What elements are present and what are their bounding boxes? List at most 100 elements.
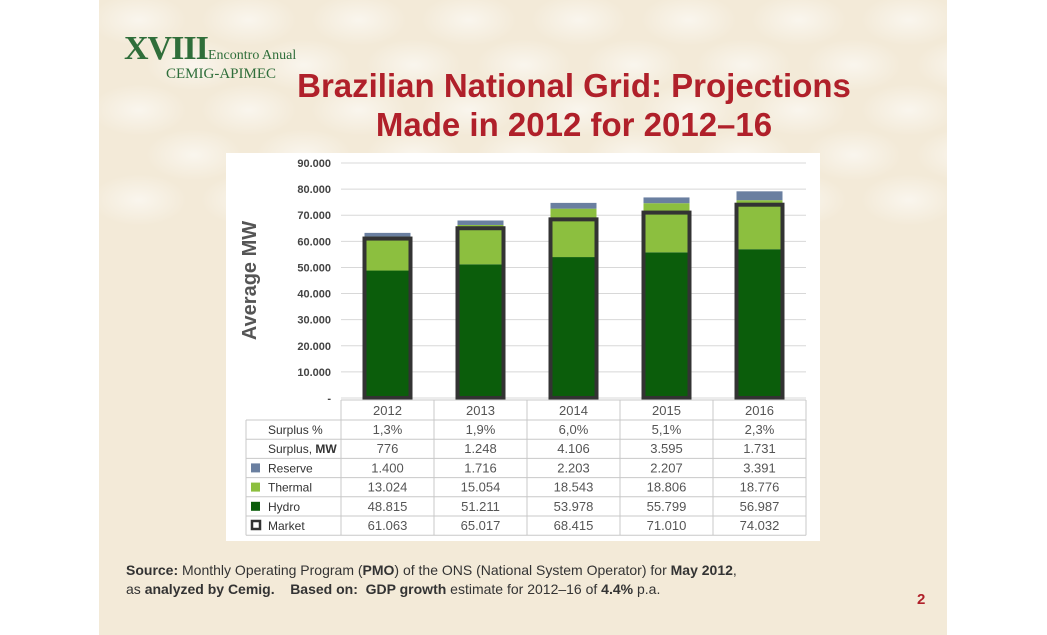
bar-thermal-2015	[643, 203, 690, 253]
table-cell: 74.032	[740, 518, 780, 533]
background-blob	[421, 84, 517, 136]
table-row-label-text: Surplus,	[268, 442, 315, 456]
legend-key-reserve	[251, 463, 260, 473]
legend-key-thermal	[251, 482, 260, 492]
title-line-1: Brazilian National Grid: Projections	[297, 67, 851, 104]
bar-thermal-2014	[550, 208, 597, 258]
background-blob	[146, 129, 242, 181]
bar-hydro-2013	[457, 264, 504, 398]
y-tick-label: 60.000	[297, 236, 331, 248]
page-number: 2	[917, 591, 926, 608]
background-blob	[311, 84, 407, 136]
background-blob	[861, 174, 947, 226]
background-blob	[916, 40, 947, 90]
bar-thermal-2016	[736, 200, 783, 250]
table-row-label: Surplus %	[268, 423, 323, 437]
source-text-5: estimate for 2012–16 of	[446, 581, 602, 597]
table-cell: 1.248	[464, 441, 497, 456]
table-cell: 2.203	[557, 460, 590, 475]
background-blob	[99, 174, 187, 226]
legend-key-market	[250, 519, 262, 531]
background-blob	[696, 39, 792, 91]
bar-market-outline-2015	[641, 210, 692, 400]
table-cell: 3.595	[650, 441, 683, 456]
source-line-1: Source: Monthly Operating Program (PMO) …	[126, 561, 737, 580]
chart-panel: - 10.000 20.000 30.000 40.000 50.000 60.000 70.…	[226, 153, 820, 541]
source-note: Source: Monthly Operating Program (PMO) …	[126, 561, 737, 599]
title-line-2: Made in 2012 for 2012–16	[375, 106, 773, 143]
background-blob	[586, 39, 682, 91]
table-cell: 56.987	[740, 499, 780, 514]
y-tick-label: 40.000	[297, 289, 331, 301]
y-tick-label: 10.000	[297, 367, 331, 379]
table-cell: 1.400	[371, 460, 404, 475]
bar-hydro-2012	[364, 270, 411, 398]
source-text-1: Monthly Operating Program (	[178, 562, 363, 578]
logo-organization: CEMIG-APIMEC	[166, 66, 277, 82]
background-blob	[861, 0, 947, 46]
x-category-label: 2015	[652, 403, 681, 418]
table-cell: 4.106	[557, 441, 590, 456]
source-text-4: as	[126, 581, 145, 597]
source-text-2: ) of the ONS (National System Operator) …	[394, 562, 671, 578]
background-blob	[861, 84, 947, 136]
table-cell: 55.799	[647, 499, 687, 514]
gdp-growth-value: 4.4%	[601, 581, 634, 597]
y-tick-label: 90.000	[297, 158, 331, 170]
table-cell: 68.415	[554, 518, 594, 533]
based-on-label: Based on:	[290, 581, 358, 597]
table-cell: 6,0%	[559, 422, 589, 437]
table-cell: 2,3%	[745, 422, 775, 437]
y-tick-label: 30.000	[297, 315, 331, 327]
table-cell: 48.815	[368, 499, 408, 514]
background-blob	[256, 39, 352, 91]
x-category-label: 2016	[745, 403, 774, 418]
table-row-label: Reserve	[268, 461, 313, 475]
table-cell: 3.391	[743, 460, 776, 475]
y-tick-label: 50.000	[297, 262, 331, 274]
background-blob	[366, 39, 462, 91]
background-blob	[99, 0, 187, 46]
background-blob	[751, 84, 847, 136]
source-text-3: ,	[732, 562, 737, 578]
table-cell: 1.716	[464, 460, 497, 475]
bar-thermal-2012	[364, 236, 411, 271]
background-blob	[146, 39, 242, 91]
table-cell: 53.978	[554, 499, 594, 514]
source-analyzed: analyzed by Cemig.	[144, 581, 275, 597]
background-blob	[641, 84, 737, 136]
slide-title: Brazilian National Grid: Projections Mad…	[259, 66, 889, 144]
background-blob	[806, 39, 902, 91]
x-category-label: 2012	[373, 403, 402, 418]
table-row-label: Surplus, MW	[268, 442, 337, 456]
x-category-label: 2014	[559, 403, 588, 418]
bar-market-outline-2016	[734, 202, 785, 400]
y-axis-label: Average MW	[239, 221, 261, 340]
table-cell: 61.063	[368, 518, 408, 533]
bar-reserve-2014	[550, 202, 597, 209]
bar-hydro-2016	[736, 249, 783, 398]
bar-reserve-2012	[364, 232, 411, 237]
event-logo: XVIII Encontro Anual CEMIG-APIMEC	[124, 32, 296, 83]
background-blob	[99, 84, 187, 136]
table-row-label: Market	[268, 519, 305, 533]
y-tick-label: 20.000	[297, 341, 331, 353]
table-cell: 51.211	[461, 499, 500, 514]
bar-hydro-2015	[643, 252, 690, 398]
table-cell: 65.017	[461, 518, 501, 533]
bar-hydro-2014	[550, 257, 597, 398]
background-blob	[916, 130, 947, 180]
bar-market-outline-2012	[362, 236, 413, 400]
table-row-label: Hydro	[268, 500, 300, 514]
x-category-label: 2013	[466, 403, 495, 418]
gdp-growth-label: GDP growth	[365, 581, 447, 597]
table-cell: 2.207	[650, 460, 683, 475]
table-cell: 1,9%	[466, 422, 496, 437]
background-blob	[531, 0, 627, 46]
background-blob	[201, 84, 297, 136]
table-cell: 1,3%	[373, 422, 403, 437]
table-cell: 18.776	[740, 480, 780, 495]
bar-market-outline-2014	[548, 217, 599, 400]
table-row-label-unit: MW	[315, 442, 337, 456]
logo-event-name: Encontro Anual	[208, 48, 297, 63]
